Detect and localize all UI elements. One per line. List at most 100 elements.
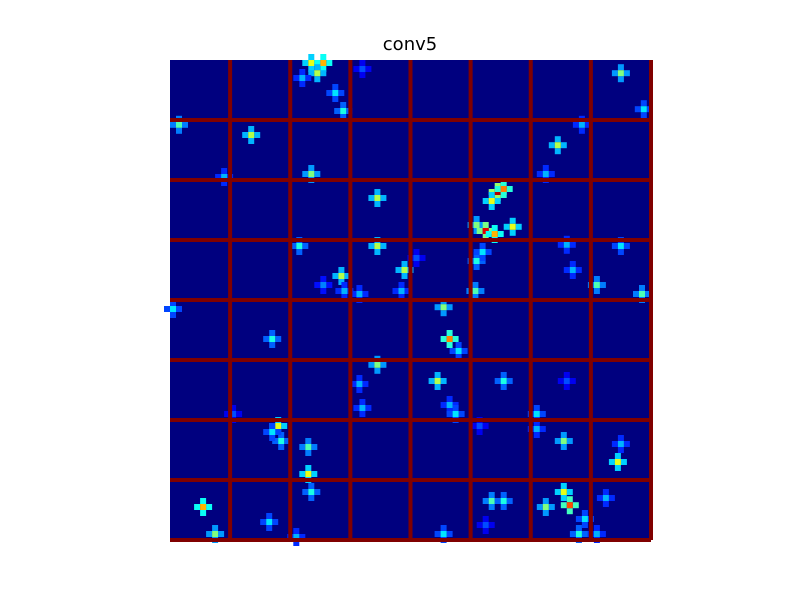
heatmap-cell-halo [353,405,360,411]
heatmap-cell [401,267,408,273]
heatmap-cell-halo [569,261,576,267]
heatmap-cell-halo [446,396,453,402]
heatmap-cell-halo [419,255,426,261]
heatmap-cell-halo [581,531,588,537]
heatmap-cell-halo [212,525,219,531]
heatmap-cell-halo [617,249,624,255]
heatmap-cell-halo [611,441,618,447]
heatmap-cell [593,282,600,288]
heatmap-cell-halo [458,411,465,417]
heatmap-cell [488,198,495,204]
heatmap-cell-halo [299,471,306,477]
heatmap-cell [359,66,366,72]
heatmap-cell-halo [533,432,540,438]
heatmap-cell-halo [305,75,312,81]
heatmap-cell-halo [494,198,501,204]
heatmap-cell-halo [350,291,357,297]
heatmap-cell [200,504,207,510]
heatmap-cell-halo [380,195,387,201]
heatmap-cell-halo [302,243,309,249]
heatmap-cell-halo [353,66,360,72]
heatmap-cell-halo [500,192,507,198]
heatmap-cell-halo [182,121,188,128]
heatmap-cell-halo [563,247,570,254]
heatmap-cell-halo [569,241,576,248]
heatmap-cell-halo [536,504,543,510]
heatmap-cell-halo [368,195,375,201]
heatmap-cell-halo [560,444,567,450]
heatmap-cell [341,288,348,294]
heatmap-cell-halo [299,81,306,87]
heatmap-cell-halo [509,217,516,224]
heatmap-cell-halo [269,423,276,429]
heatmap-cell-halo [356,285,363,291]
heatmap-cell-halo [623,243,630,249]
heatmap-cell-halo [575,525,582,531]
heatmap-cell-halo [482,528,489,534]
heatmap-cell-halo [599,531,606,537]
heatmap-cell-halo [299,534,306,540]
heatmap-cell-halo [569,273,576,279]
heatmap-cell-halo [341,282,348,288]
heatmap-cell-halo [362,291,369,297]
heatmap-cell-halo [440,310,447,317]
heatmap-cell-halo [260,519,267,525]
heatmap-cell [340,108,347,114]
heatmap-cell-halo [584,121,591,128]
heatmap-cell [248,132,255,138]
heatmap-cell-halo [479,243,486,249]
heatmap-cell-halo [176,127,182,134]
heatmap-cell-halo [359,60,366,66]
heatmap-cell-halo [401,261,408,267]
heatmap-cell [374,195,381,201]
heatmap-cell-halo [374,189,381,195]
heatmap-cell-halo [581,510,588,516]
heatmap-cell-halo [560,495,567,501]
heatmap-cell-halo [599,282,606,288]
heatmap-cell [305,471,312,477]
heatmap-cell-halo [446,330,453,336]
heatmap-cell-halo [299,444,306,450]
heatmap-cell [221,174,228,180]
heatmap-cell-halo [314,64,321,71]
heatmap-cell-halo [434,372,441,378]
heatmap-cell-halo [320,54,327,60]
heatmap-cell-halo [533,420,540,426]
heatmap-cell-halo [269,342,276,348]
heatmap-cell-halo [308,70,315,77]
heatmap-cell-halo [554,148,561,155]
heatmap-cell-halo [332,273,339,279]
heatmap-cell-halo [560,483,567,489]
heatmap-cell-halo [482,423,489,429]
heatmap-cell-halo [395,267,402,273]
heatmap-cell-halo [266,525,273,531]
heatmap-cell-halo [485,231,492,237]
heatmap-cell-halo [488,492,495,498]
heatmap-cell-halo [566,496,573,503]
heatmap-cell-halo [263,336,270,342]
heatmap-cell-halo [308,495,315,501]
heatmap-cell-halo [305,450,312,456]
heatmap-cell-halo [275,336,282,342]
heatmap-cell-halo [359,411,366,417]
heatmap-cell [170,306,176,312]
heatmap-cell-halo [506,498,513,504]
heatmap-cell-halo [326,282,333,288]
heatmap-cell-halo [472,294,479,300]
heatmap-cell-halo [473,249,480,255]
heatmap-cell [413,255,420,261]
heatmap-cell [581,516,588,522]
heatmap-cell-halo [362,381,369,387]
heatmap-cell-halo [575,267,582,273]
heatmap-cell-halo [365,405,372,411]
heatmap-cell [275,423,282,429]
heatmap-cell-halo [491,225,498,231]
heatmap-cell-halo [266,513,273,519]
heatmap-cell [320,282,327,288]
heatmap-cell-halo [461,348,468,354]
heatmap-cell [440,531,447,537]
heatmap-cell [578,121,585,128]
heatmap-cell [314,70,321,77]
heatmap-cell [446,336,453,342]
heatmap-cell-halo [554,136,561,143]
